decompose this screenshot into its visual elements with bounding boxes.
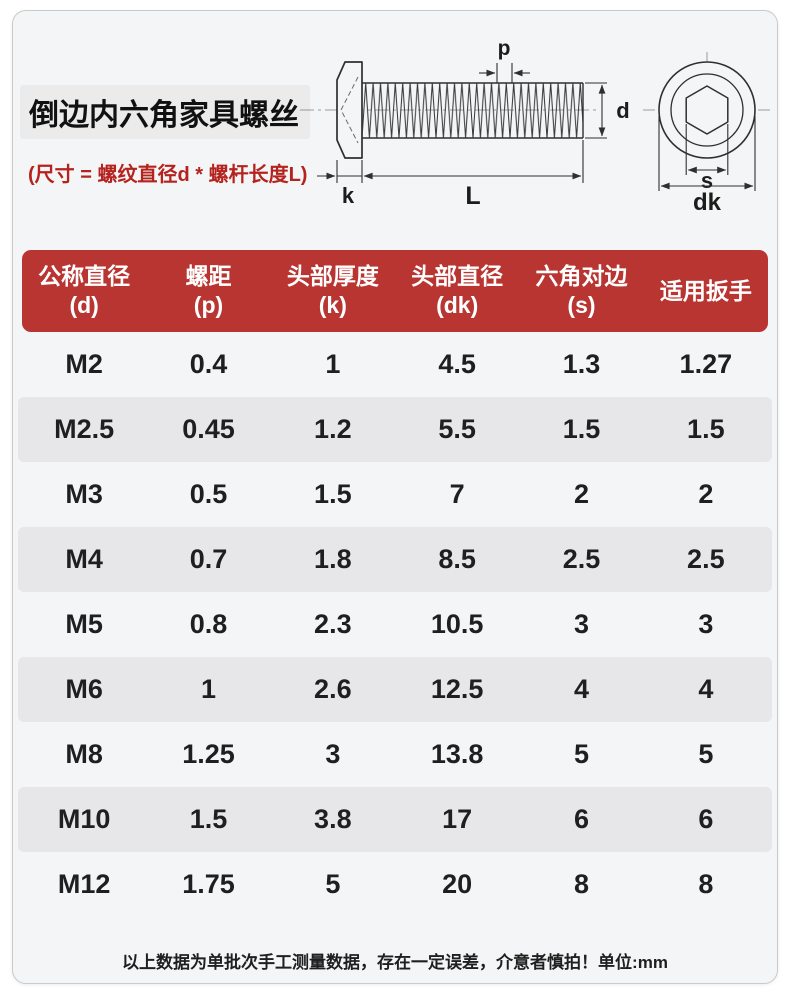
col-header-hex-across-flats: 六角对边 (s) (535, 263, 628, 318)
table-cell: 2.5 (562, 544, 601, 574)
table-row: M8 1.25 3 13.8 5 5 (18, 722, 772, 787)
screw-head-outline (336, 61, 363, 159)
table-cell: 4.5 (438, 349, 476, 379)
table-row: M12 1.75 5 20 8 8 (18, 852, 772, 917)
table-cell: 5 (573, 739, 589, 769)
table-rows: M2 0.4 1 4.5 1.3 1.27 M2.5 0.45 1.2 5.5 1.5 1.5 M3 0.… (18, 332, 772, 917)
col-header-wrench-size: 适用扳手 (659, 277, 752, 304)
table-cell: 1.5 (189, 804, 228, 834)
table-cell: 6 (698, 804, 714, 834)
table-cell: 0.7 (189, 544, 228, 574)
col-header-pitch: 螺距 (p) (185, 263, 232, 318)
table-cell: M2.5 (54, 414, 115, 444)
table-cell: 1.2 (314, 414, 352, 444)
table-cell: 1.3 (562, 349, 601, 379)
dim-label-p: p (498, 37, 511, 60)
col-header-head-thickness: 头部厚度 (k) (286, 263, 379, 318)
table-cell: M2 (65, 349, 103, 379)
table-cell: M12 (57, 869, 111, 899)
table-cell: 6 (573, 804, 589, 834)
screw-end-view-drawing: s dk (643, 52, 771, 216)
table-cell: 4 (573, 674, 589, 704)
table-cell: 0.45 (182, 414, 235, 444)
dim-label-L: L (465, 182, 480, 210)
table-cell: 3 (698, 609, 714, 639)
table-row: M6 1 2.6 12.5 4 4 (18, 657, 772, 722)
page-title: 倒边内六角家具螺丝 (29, 99, 299, 132)
head-chamfer-circle (670, 73, 744, 147)
size-formula-subtitle: (尺寸 = 螺纹直径d * 螺杆长度L) (28, 164, 308, 186)
title-box: 倒边内六角家具螺丝 (20, 85, 310, 139)
table-cell: M3 (65, 479, 103, 509)
table-cell: 8.5 (438, 544, 476, 574)
hidden-socket-lines (340, 76, 359, 144)
table-cell: 13.8 (430, 739, 484, 769)
table-row: M4 0.7 1.8 8.5 2.5 2.5 (18, 527, 772, 592)
table-cell: M4 (65, 544, 103, 574)
table-cell: 3 (325, 739, 341, 769)
col-header-nominal-diameter: 公称直径 (d) (38, 263, 131, 318)
table-cell: 2.5 (687, 544, 725, 574)
table-cell: 2.3 (314, 609, 352, 639)
col-header-head-diameter: 头部直径 (dk) (411, 263, 504, 318)
table-row: M2 0.4 1 4.5 1.3 1.27 (18, 332, 772, 397)
table-cell: 0.4 (189, 349, 228, 379)
screw-side-view-drawing: p d k L (300, 37, 630, 210)
hex-socket (685, 85, 729, 135)
table-cell: 0.5 (189, 479, 228, 509)
footer-note: 以上数据为单批次手工测量数据，存在一定误差，介意者慎拍！单位:mm (122, 953, 668, 972)
table-cell: 0.8 (189, 609, 228, 639)
table-cell: 1.5 (687, 414, 725, 444)
table-cell: 1.25 (182, 739, 235, 769)
table-cell: 1 (200, 674, 216, 704)
table-cell: 1.5 (562, 414, 601, 444)
table-cell: 2.6 (314, 674, 352, 704)
table-cell: 1.8 (314, 544, 352, 574)
dim-label-d: d (616, 98, 629, 123)
table-row: M3 0.5 1.5 7 2 2 (18, 462, 772, 527)
table-cell: 7 (449, 479, 465, 509)
table-row: M10 1.5 3.8 17 6 6 (18, 787, 772, 852)
table-cell: 5.5 (438, 414, 476, 444)
spec-table-header: 公称直径 (d) 螺距 (p) 头部厚度 (k) 头部直径 (dk) 六角对边 … (22, 250, 768, 332)
table-cell: 8 (698, 869, 714, 899)
table-cell: 2 (698, 479, 714, 509)
table-cell: M10 (57, 804, 111, 834)
table-cell: 5 (698, 739, 714, 769)
thread-zone (362, 83, 583, 138)
table-cell: 3 (573, 609, 589, 639)
table-cell: 10.5 (430, 609, 484, 639)
table-cell: 3.8 (314, 804, 352, 834)
table-cell: 8 (573, 869, 589, 899)
table-cell: M8 (65, 739, 103, 769)
dim-label-k: k (342, 183, 355, 208)
table-row: M5 0.8 2.3 10.5 3 3 (18, 592, 772, 657)
table-cell: 2 (573, 479, 589, 509)
table-cell: 1.5 (314, 479, 352, 509)
table-cell: 1.27 (679, 349, 733, 379)
table-cell: M5 (65, 609, 103, 639)
table-cell: 1.75 (182, 869, 235, 899)
table-row: M2.5 0.45 1.2 5.5 1.5 1.5 (18, 397, 772, 462)
table-cell: M6 (65, 674, 103, 704)
table-cell: 5 (325, 869, 341, 899)
table-cell: 1 (325, 349, 341, 379)
table-cell: 20 (442, 869, 473, 899)
table-cell: 4 (698, 674, 714, 704)
head-outer-circle (658, 61, 756, 159)
dim-label-dk: dk (693, 189, 722, 216)
table-cell: 12.5 (430, 674, 484, 704)
table-cell: 17 (442, 804, 473, 834)
